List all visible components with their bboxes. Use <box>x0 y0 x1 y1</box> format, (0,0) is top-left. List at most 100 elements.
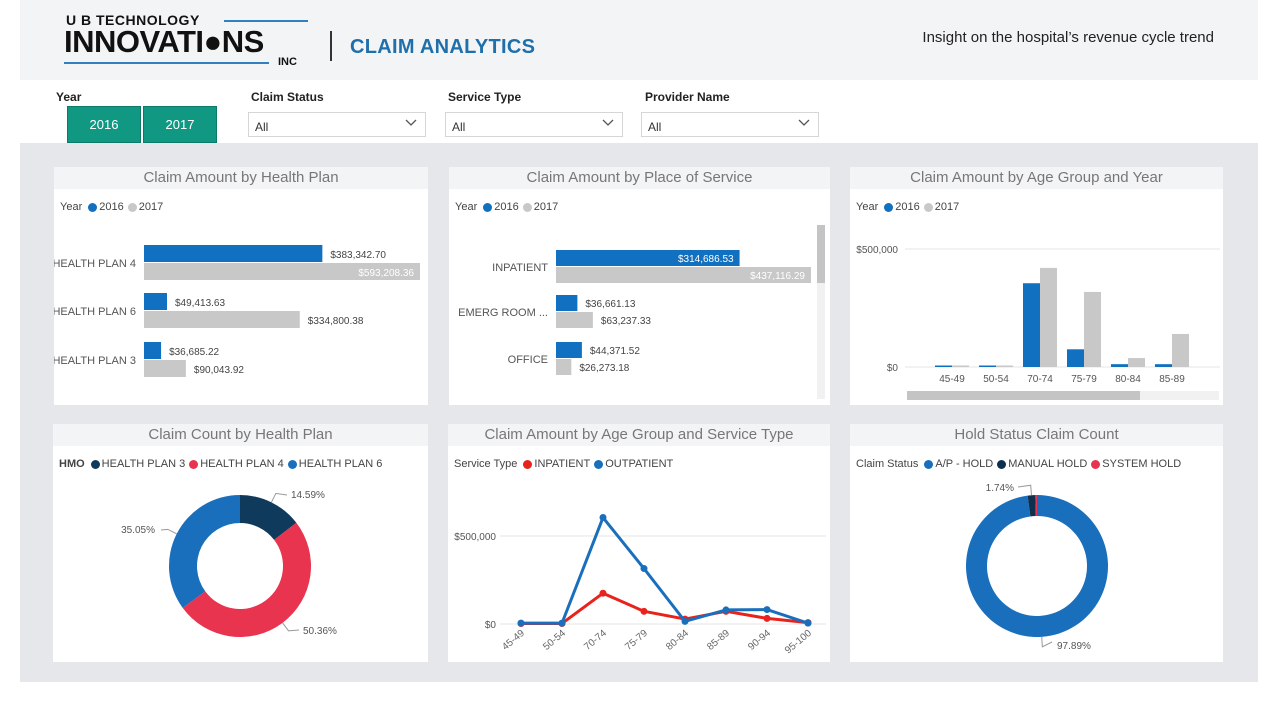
leader-line <box>282 622 300 632</box>
data-point[interactable] <box>804 619 812 627</box>
legend-item-inpatient[interactable]: INPATIENT <box>523 458 590 470</box>
chevron-down-icon <box>798 119 810 126</box>
x-tick-label: 75-79 <box>623 628 650 653</box>
bar[interactable] <box>556 312 593 328</box>
legend-label: 2017 <box>533 201 559 213</box>
bar[interactable] <box>144 311 300 328</box>
claim-status-dropdown[interactable]: All <box>248 112 426 137</box>
bar[interactable] <box>952 365 969 368</box>
chart-claim-count-health-plan[interactable]: Claim Count by Health Plan HMO HEALTH PL… <box>53 424 428 662</box>
chart-claim-amount-health-plan[interactable]: Claim Amount by Health Plan Year 2016 20… <box>54 167 428 405</box>
scrollbar-thumb[interactable] <box>907 391 1140 400</box>
slice[interactable] <box>240 495 297 540</box>
scrollbar-thumb[interactable] <box>817 225 825 283</box>
legend-item-system-hold[interactable]: SYSTEM HOLD <box>1091 458 1181 470</box>
bar[interactable] <box>144 245 323 262</box>
bar[interactable] <box>1084 291 1101 367</box>
bar[interactable] <box>1023 283 1040 367</box>
bar[interactable] <box>1040 267 1057 367</box>
data-label: 50.36% <box>303 626 337 637</box>
data-point[interactable] <box>722 606 730 614</box>
data-label: $36,661.13 <box>585 299 635 310</box>
data-label: $26,273.18 <box>579 363 629 374</box>
chart-claim-amount-place-of-service[interactable]: Claim Amount by Place of Service Year 20… <box>449 167 830 405</box>
dot-icon <box>997 459 1007 469</box>
data-label: $63,237.33 <box>601 316 651 327</box>
slice[interactable] <box>966 495 1108 637</box>
chart-claim-amount-age-group-year[interactable]: Claim Amount by Age Group and Year Year … <box>850 167 1223 405</box>
year-2017-button[interactable]: 2017 <box>143 106 217 143</box>
tagline: Insight on the hospital’s revenue cycle … <box>922 29 1214 46</box>
provider-name-dropdown[interactable]: All <box>641 112 819 137</box>
data-point[interactable] <box>640 607 648 615</box>
x-tick-label: 50-54 <box>983 374 1009 385</box>
legend-title: HMO <box>59 458 85 470</box>
legend-label: 2017 <box>138 201 164 213</box>
legend-item-2016[interactable]: 2016 <box>884 201 920 213</box>
legend-item-health-plan-3[interactable]: HEALTH PLAN 3 <box>90 458 185 470</box>
bar[interactable] <box>556 359 572 375</box>
slice[interactable] <box>1035 495 1037 517</box>
x-tick-label: 95-100 <box>783 628 814 657</box>
category-label: OFFICE <box>508 354 548 366</box>
bar[interactable] <box>556 267 811 283</box>
legend-label: HEALTH PLAN 6 <box>298 458 383 470</box>
data-point[interactable] <box>681 617 689 625</box>
slice[interactable] <box>182 522 311 637</box>
dot-icon <box>88 202 98 212</box>
legend-item-2016[interactable]: 2016 <box>88 201 124 213</box>
legend-item-2016[interactable]: 2016 <box>483 201 519 213</box>
dashboard-header: U B TECHNOLOGY INNOVATI●NS INC CLAIM ANA… <box>20 0 1258 80</box>
legend-item-health-plan-4[interactable]: HEALTH PLAN 4 <box>189 458 284 470</box>
data-point[interactable] <box>763 614 771 622</box>
data-point[interactable] <box>599 514 607 522</box>
data-point[interactable] <box>599 589 607 597</box>
legend-item-manual-hold[interactable]: MANUAL HOLD <box>997 458 1087 470</box>
x-tick-label: 75-79 <box>1071 374 1097 385</box>
bar[interactable] <box>1067 349 1084 367</box>
data-point[interactable] <box>558 619 566 627</box>
bar[interactable] <box>1111 364 1128 367</box>
bar[interactable] <box>144 360 186 377</box>
data-point[interactable] <box>763 606 771 614</box>
data-label: $90,043.92 <box>194 365 244 376</box>
dot-icon <box>90 459 100 469</box>
legend-item-outpatient[interactable]: OUTPATIENT <box>594 458 673 470</box>
bar[interactable] <box>144 342 162 359</box>
legend-item-2017[interactable]: 2017 <box>522 201 559 213</box>
year-2016-button[interactable]: 2016 <box>67 106 141 143</box>
service-type-dropdown[interactable]: All <box>445 112 623 137</box>
bar[interactable] <box>556 342 582 358</box>
y-tick-label: $0 <box>485 620 497 631</box>
bar[interactable] <box>556 250 740 266</box>
bar[interactable] <box>935 365 952 368</box>
bar[interactable] <box>144 263 420 280</box>
data-point[interactable] <box>640 565 648 573</box>
category-label: HEALTH PLAN 3 <box>54 355 136 367</box>
bar[interactable] <box>1128 358 1145 367</box>
legend-label: 2016 <box>895 201 920 213</box>
legend-label: OUTPATIENT <box>605 458 674 470</box>
data-point[interactable] <box>517 619 525 627</box>
bar[interactable] <box>144 293 167 310</box>
scrollbar-track[interactable] <box>817 225 825 399</box>
chart-hold-status-claim-count[interactable]: Hold Status Claim Count Claim Status A/P… <box>850 424 1223 662</box>
legend-item-2017[interactable]: 2017 <box>127 201 164 213</box>
legend-item-health-plan-6[interactable]: HEALTH PLAN 6 <box>287 458 383 470</box>
data-label: 1.74% <box>986 483 1014 494</box>
leader-line <box>1017 484 1032 496</box>
legend-label: HEALTH PLAN 4 <box>200 458 284 470</box>
header-divider <box>330 31 332 61</box>
bar[interactable] <box>556 295 578 311</box>
slice[interactable] <box>1027 495 1036 517</box>
bar[interactable] <box>979 365 996 368</box>
x-tick-label: 90-94 <box>746 628 773 653</box>
legend-item-2017[interactable]: 2017 <box>923 201 960 213</box>
bar[interactable] <box>996 365 1013 368</box>
legend-item-ap-hold[interactable]: A/P - HOLD <box>924 458 993 470</box>
slice[interactable] <box>169 495 240 608</box>
bar[interactable] <box>1172 333 1189 367</box>
legend-label: 2017 <box>934 201 960 213</box>
chart-claim-amount-age-service-type[interactable]: Claim Amount by Age Group and Service Ty… <box>448 424 830 662</box>
bar[interactable] <box>1155 364 1172 367</box>
